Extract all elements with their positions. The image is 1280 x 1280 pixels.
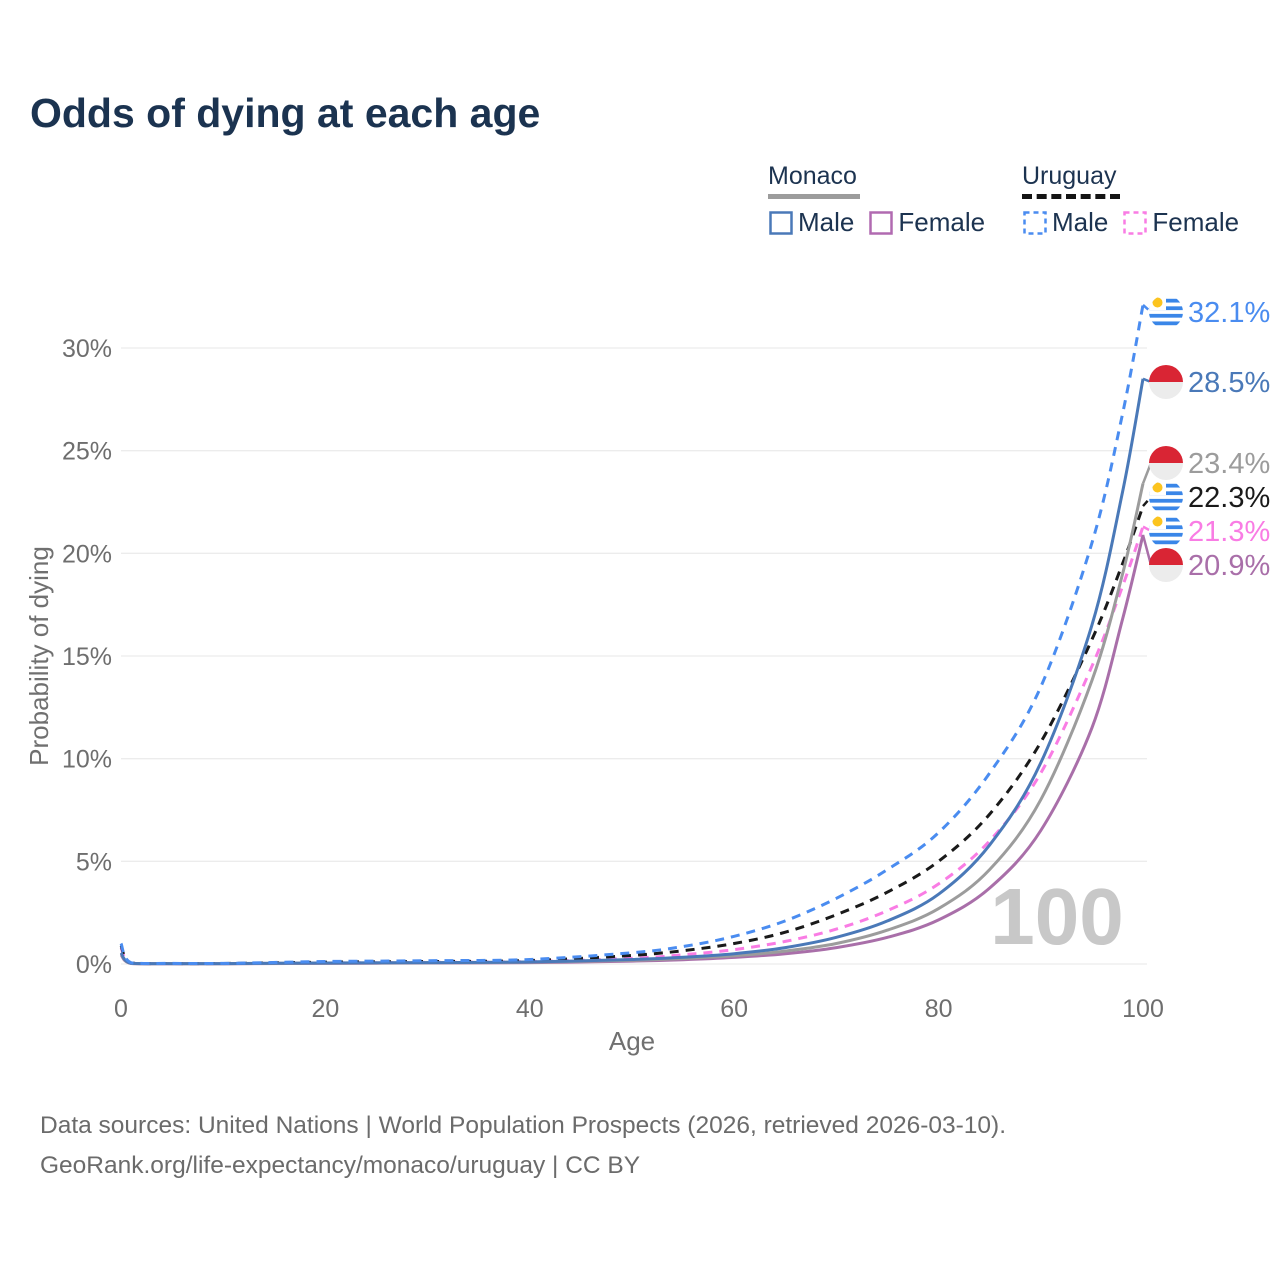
data-sources-line2: GeoRank.org/life-expectancy/monaco/urugu…	[40, 1152, 641, 1179]
end-value-uruguay-female: 21.3%	[1188, 516, 1270, 548]
y-tick-label-30: 30%	[62, 335, 112, 363]
end-value-monaco-male: 28.5%	[1188, 367, 1270, 399]
legend-linestyle-uruguay	[1022, 194, 1120, 199]
legend-label-uruguay-male: Male	[1052, 207, 1109, 237]
legend-swatch-uruguay-female-icon	[1123, 210, 1148, 235]
uruguay-flag-icon	[1149, 514, 1183, 548]
end-value-uruguay-male: 32.1%	[1188, 297, 1270, 329]
end-value-uruguay-both: 22.3%	[1188, 482, 1270, 514]
y-tick-label-20: 20%	[62, 540, 112, 568]
uruguay-flag-icon	[1149, 480, 1183, 514]
legend-country-uruguay[interactable]: Uruguay	[1022, 162, 1117, 190]
legend-label-uruguay-female: Female	[1152, 207, 1240, 237]
x-axis-title: Age	[609, 1026, 655, 1056]
uruguay-flag-icon	[1149, 295, 1183, 329]
monaco-flag-icon	[1149, 365, 1183, 399]
legend-label-monaco-male: Male	[798, 207, 855, 237]
end-label-monaco-both[interactable]: 23.4%	[1141, 446, 1270, 484]
series-line-monaco-male[interactable]	[119, 378, 1145, 966]
data-sources: Data sources: United Nations | World Pop…	[40, 1106, 1006, 1186]
legend-item-uruguay-female[interactable]: Female	[1122, 207, 1239, 238]
legend-group-monaco: Monaco Male Female	[768, 162, 985, 238]
leader-line-uruguay-male	[1142, 303, 1153, 314]
monaco-flag-icon	[1149, 548, 1183, 582]
y-axis-title: Probability of dying	[24, 546, 54, 766]
leader-line-uruguay-female	[1142, 525, 1153, 533]
end-label-monaco-female[interactable]: 20.9%	[1141, 534, 1270, 582]
monaco-flag-icon	[1149, 446, 1183, 480]
y-tick-label-5: 5%	[76, 848, 112, 876]
y-tick-label-10: 10%	[62, 746, 112, 774]
legend-swatch-monaco-male-icon	[769, 210, 793, 235]
x-tick-label-80: 80	[925, 995, 953, 1023]
y-tick-label-25: 25%	[62, 438, 112, 466]
chart-title: Odds of dying at each age	[30, 90, 541, 136]
x-tick-label-0: 0	[114, 995, 128, 1023]
x-tick-label-20: 20	[311, 995, 339, 1023]
legend-country-monaco[interactable]: Monaco	[768, 162, 857, 190]
end-label-uruguay-female[interactable]: 21.3%	[1142, 514, 1270, 548]
legend-linestyle-monaco	[768, 194, 860, 199]
y-tick-label-15: 15%	[62, 643, 112, 671]
x-tick-label-100: 100	[1122, 995, 1164, 1023]
x-tick-label-60: 60	[720, 995, 748, 1023]
data-sources-line1: Data sources: United Nations | World Pop…	[40, 1112, 1007, 1139]
legend-swatch-monaco-female-icon	[869, 210, 894, 235]
legend-item-monaco-male[interactable]: Male	[768, 207, 854, 238]
legend-item-monaco-female[interactable]: Female	[868, 207, 985, 238]
end-label-monaco-male[interactable]: 28.5%	[1142, 365, 1270, 399]
legend-label-monaco-female: Female	[898, 207, 986, 237]
x-tick-label-40: 40	[516, 995, 544, 1023]
legend-swatch-uruguay-male-icon	[1023, 210, 1047, 235]
end-value-monaco-both: 23.4%	[1188, 448, 1270, 480]
legend-group-uruguay: Uruguay Male Female	[1022, 162, 1239, 238]
y-tick-label-0: 0%	[76, 951, 112, 979]
series-line-uruguay-male[interactable]	[119, 304, 1145, 966]
end-label-uruguay-male[interactable]: 32.1%	[1142, 295, 1270, 329]
legend-item-uruguay-male[interactable]: Male	[1022, 207, 1108, 238]
age-watermark: 100	[990, 872, 1123, 961]
end-label-uruguay-both[interactable]: 22.3%	[1142, 480, 1270, 514]
end-value-monaco-female: 20.9%	[1188, 550, 1270, 582]
